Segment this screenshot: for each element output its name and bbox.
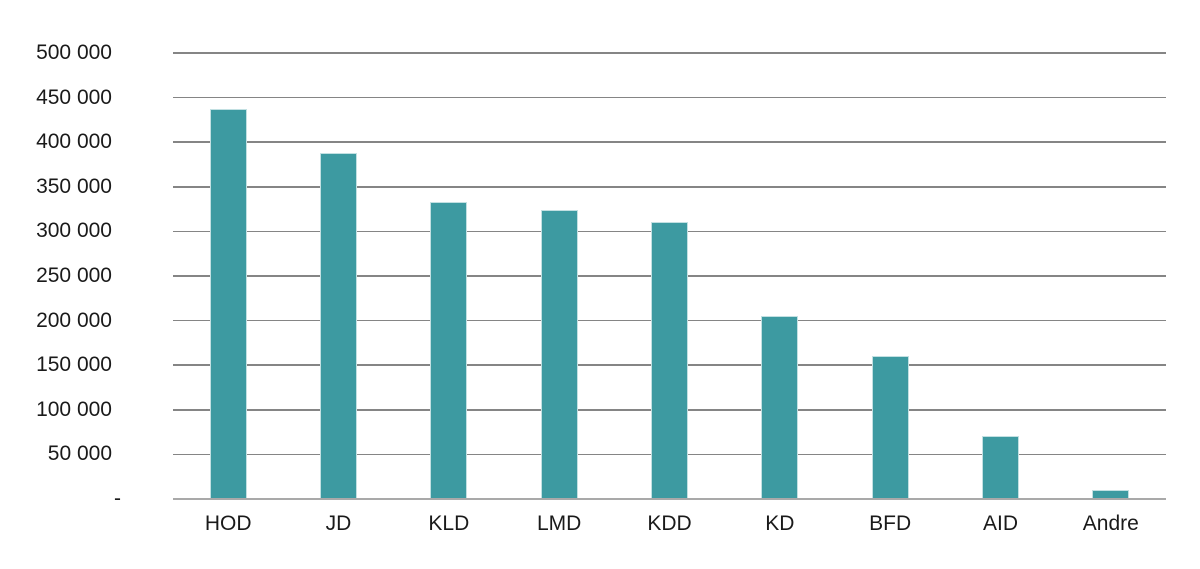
gridline [173,96,1166,99]
x-tick-label-kld: KLD [428,512,470,535]
y-tick-label-250000: 250 000 [36,264,112,287]
y-tick-label-0: - [114,487,121,510]
bar-bfd [871,356,909,499]
x-axis-labels: HOD JD KLD LMD KDD KD BFD AID Andre [173,511,1166,541]
gridline [173,186,1166,188]
plot-area [173,52,1166,500]
y-tick-label-400000: 400 000 [36,130,112,154]
x-tick-label-andre: Andre [1082,512,1139,535]
gridline [173,141,1166,143]
bar-kld [430,201,468,499]
x-tick-label-lmd: LMD [536,512,582,535]
x-tick-label-jd: JD [325,512,352,535]
bar-hod [209,109,247,499]
bar-andre [1092,490,1130,499]
x-tick-label-kd: KD [765,512,795,535]
y-tick-label-350000: 350 000 [36,174,112,198]
y-tick-label-500000: 500 000 [36,41,112,64]
y-tick-label-50000: 50 000 [47,442,112,466]
y-tick-label-300000: 300 000 [36,219,112,243]
x-axis-line [173,498,1166,500]
x-tick-label-kdd: KDD [647,512,692,535]
y-tick-label-450000: 450 000 [36,85,112,109]
bar-aid [982,435,1019,499]
y-axis-labels: -50 000 100 000 150 000 200 000 250 000 300 0… [18,41,121,510]
y-tick-label-150000: 150 000 [36,353,112,377]
gridline [173,52,1166,54]
bar-kdd [651,221,688,499]
bar-lmd [540,210,578,499]
x-tick-label-aid: AID [982,512,1018,535]
y-tick-label-100000: 100 000 [36,397,112,421]
x-tick-label-bfd: BFD [869,512,912,535]
bar-kd [761,316,799,499]
bar-jd [320,152,357,499]
y-tick-label-200000: 200 000 [36,308,112,332]
x-tick-label-hod: HOD [204,512,252,535]
